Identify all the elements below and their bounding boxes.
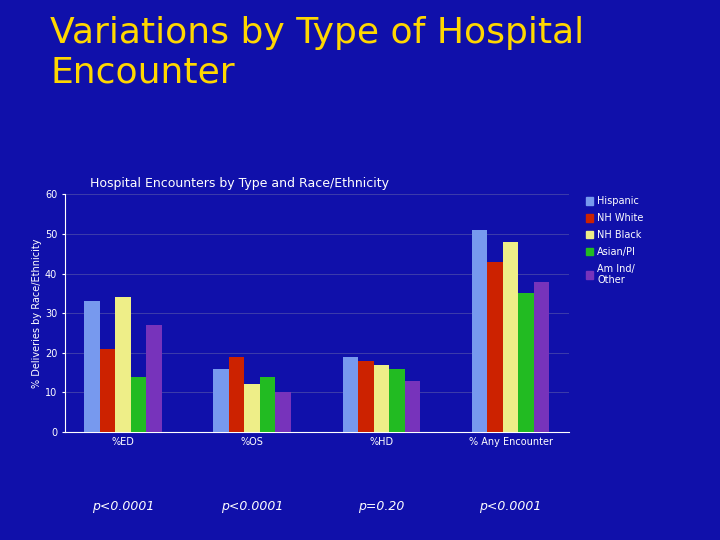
Bar [503,242,518,432]
Bar [115,298,131,432]
Bar [244,384,260,432]
Bar [487,262,503,432]
Bar [405,381,420,432]
Bar [374,364,390,432]
Bar [99,349,115,432]
Bar [131,376,146,432]
Bar [343,357,358,432]
Bar [518,293,534,432]
Bar [229,357,244,432]
Text: p<0.0001: p<0.0001 [221,500,284,513]
Bar [358,361,374,432]
Legend: Hispanic, NH White, NH Black, Asian/PI, Am Ind/
Other: Hispanic, NH White, NH Black, Asian/PI, … [584,194,646,287]
Bar [472,230,487,432]
Text: p<0.0001: p<0.0001 [91,500,154,513]
Y-axis label: % Deliveries by Race/Ethnicity: % Deliveries by Race/Ethnicity [32,239,42,388]
Text: p=0.20: p=0.20 [359,500,405,513]
Bar [276,393,291,432]
Bar [213,369,229,432]
Bar [260,376,276,432]
Text: Variations by Type of Hospital
Encounter: Variations by Type of Hospital Encounter [50,16,585,90]
Bar [84,301,99,432]
Bar [390,369,405,432]
Bar [146,325,162,432]
Text: p<0.0001: p<0.0001 [480,500,542,513]
Text: Hospital Encounters by Type and Race/Ethnicity: Hospital Encounters by Type and Race/Eth… [90,178,389,191]
Bar [534,281,549,432]
